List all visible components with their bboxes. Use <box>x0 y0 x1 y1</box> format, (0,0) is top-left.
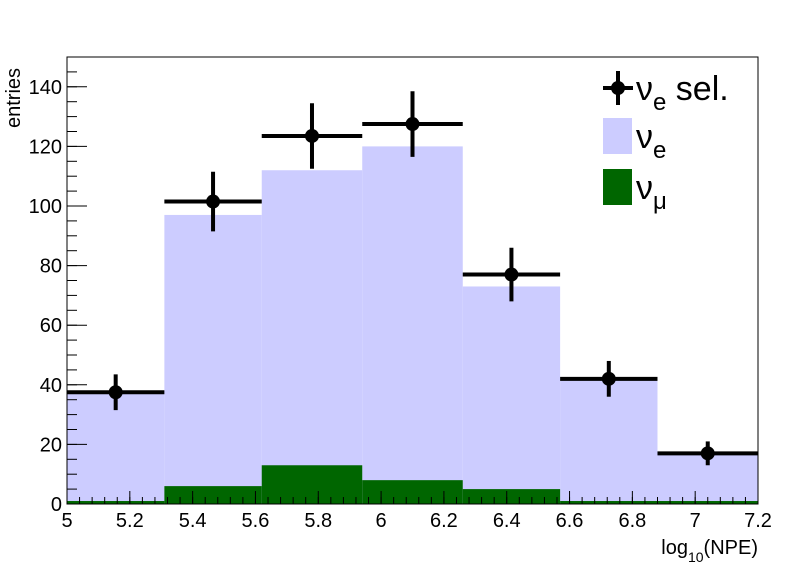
y-tick-label: 60 <box>40 315 62 337</box>
point-marker <box>206 194 221 209</box>
x-axis-title: log10(NPE) <box>661 537 758 565</box>
nu-e-histogram-bar <box>164 214 262 504</box>
nu-e-histogram-bar <box>261 170 363 505</box>
legend-entry: νμ <box>603 169 667 215</box>
data-point <box>362 91 463 157</box>
legend-label: νe <box>636 118 666 164</box>
nu-mu-histogram-bar <box>164 486 262 504</box>
data-point <box>164 171 262 232</box>
x-tick-label: 6 <box>376 510 387 532</box>
data-point <box>657 441 758 466</box>
nu-mu-histogram-bar <box>560 501 658 504</box>
y-tick-label: 0 <box>51 494 62 516</box>
legend-swatch <box>603 118 632 154</box>
point-marker <box>108 385 123 400</box>
legend-label: νe sel. <box>636 70 729 116</box>
x-tick-label: 5 <box>61 510 72 532</box>
legend-entry: νe sel. <box>603 70 729 116</box>
histogram-bars <box>67 146 758 505</box>
nu-e-histogram-bar <box>560 378 658 504</box>
data-points <box>67 91 758 466</box>
y-tick-label: 140 <box>29 77 62 99</box>
x-tick-label: 5.4 <box>179 510 207 532</box>
data-point <box>560 360 658 397</box>
x-tick-label: 6.6 <box>556 510 584 532</box>
point-marker <box>304 128 319 143</box>
legend: νe sel.νe νμ <box>603 70 729 215</box>
legend-marker <box>611 81 625 95</box>
point-marker <box>700 446 715 461</box>
data-point <box>462 247 561 302</box>
nu-mu-histogram-bar <box>362 480 463 504</box>
point-marker <box>601 371 616 386</box>
nu-mu-histogram-bar <box>67 501 165 504</box>
x-tick-label: 6.2 <box>430 510 458 532</box>
nu-e-histogram-bar <box>362 146 463 504</box>
y-tick-label: 80 <box>40 256 62 278</box>
data-point <box>67 374 165 411</box>
y-tick-label: 20 <box>40 434 62 456</box>
nu-mu-histogram-bar <box>462 489 561 504</box>
x-tick-label: 6.4 <box>493 510 521 532</box>
x-tick-label: 7 <box>690 510 701 532</box>
y-axis-title: entries <box>3 68 25 128</box>
nu-mu-histogram-bar <box>261 465 363 504</box>
nu-e-histogram-bar <box>462 286 561 504</box>
x-tick-label: 5.2 <box>116 510 144 532</box>
x-tick-label: 6.8 <box>618 510 646 532</box>
legend-label: νμ <box>636 169 667 215</box>
point-marker <box>504 267 519 282</box>
x-tick-label: 5.6 <box>242 510 270 532</box>
legend-entry: νe <box>603 118 666 164</box>
data-point <box>261 103 363 169</box>
legend-swatch <box>603 169 632 205</box>
point-marker <box>405 117 420 132</box>
x-tick-label: 5.8 <box>304 510 332 532</box>
y-tick-label: 120 <box>29 136 62 158</box>
y-tick-label: 100 <box>29 196 62 218</box>
y-tick-label: 40 <box>40 375 62 397</box>
axes: 5 5.2 5.4 5.6 5.8 6 6.2 6.4 6.6 6.8 7 7.2 0 20 40 60 80 1… <box>29 56 772 532</box>
x-tick-label: 7.2 <box>744 510 772 532</box>
